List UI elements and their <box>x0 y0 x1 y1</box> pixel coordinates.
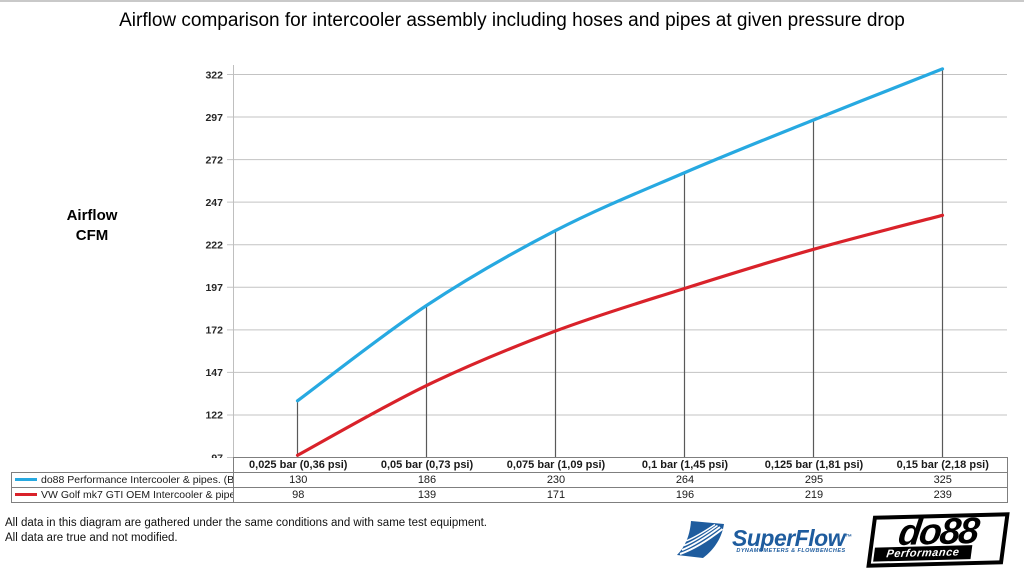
value-cell-s1-4: 219 <box>749 487 879 503</box>
do88-logo: do88 Performance <box>864 510 1010 569</box>
do88-logo-box: do88 Performance <box>866 510 1010 568</box>
x-category-label-1: 0,05 bar (0,73 psi) <box>362 457 492 473</box>
y-tick-label-322: 322 <box>205 69 223 81</box>
do88-tagline: Performance <box>885 546 961 561</box>
series-row-0: do88 Performance Intercooler & pipes. (B… <box>11 472 1008 488</box>
superflow-name: SuperFlow™ <box>732 525 852 551</box>
y-tick-label-172: 172 <box>205 325 223 337</box>
y-axis-label: Airflow CFM <box>38 206 146 246</box>
value-cell-s0-2: 230 <box>491 472 621 488</box>
y-axis-label-line1: Airflow <box>66 207 118 224</box>
y-tick-label-247: 247 <box>205 197 223 209</box>
y-tick-label-297: 297 <box>205 112 223 124</box>
data-table: 0,025 bar (0,36 psi) 0,05 bar (0,73 psi) 0… <box>11 457 1008 503</box>
value-cell-s0-0: 130 <box>233 472 363 488</box>
footer-note: All data in this diagram are gathered un… <box>5 516 487 546</box>
y-tick-label-272: 272 <box>205 154 223 166</box>
value-cell-s1-1: 139 <box>362 487 492 503</box>
x-category-label-0: 0,025 bar (0,36 psi) <box>233 457 363 473</box>
x-category-label-3: 0,1 bar (1,45 psi) <box>620 457 750 473</box>
value-cell-s1-0: 98 <box>233 487 363 503</box>
line-chart-plot-area: 97 122 147 172 197 222 247 272 297 322 <box>205 65 1007 458</box>
value-cell-s0-1: 186 <box>362 472 492 488</box>
y-axis-label-line2: CFM <box>75 227 109 244</box>
legend-series-name: VW Golf mk7 GTI OEM Intercooler & pipes <box>41 489 234 501</box>
do88-performance-bar: Performance <box>873 545 973 562</box>
y-tick-label-122: 122 <box>205 410 223 422</box>
value-cell-s1-2: 171 <box>491 487 621 503</box>
value-cell-s1-3: 196 <box>620 487 750 503</box>
x-category-label-2: 0,075 bar (1,09 psi) <box>491 457 621 473</box>
y-tick-label-97: 97 <box>211 452 223 458</box>
footer-note-line2: All data are true and not modified. <box>5 532 178 544</box>
superflow-wordmark: SuperFlow™ DYNAMOMETERS & FLOWBENCHES <box>732 526 852 554</box>
value-cell-s0-3: 264 <box>620 472 750 488</box>
legend-swatch-icon <box>15 492 37 496</box>
value-cell-s0-4: 295 <box>749 472 879 488</box>
series-line-0 <box>295 67 945 403</box>
superflow-tagline: DYNAMOMETERS & FLOWBENCHES <box>736 548 846 554</box>
legend-cell-0: do88 Performance Intercooler & pipes. (B… <box>11 472 234 488</box>
legend-swatch-icon <box>15 477 37 481</box>
footer-note-line1: All data in this diagram are gathered un… <box>5 517 488 529</box>
legend-cell-1: VW Golf mk7 GTI OEM Intercooler & pipes <box>11 487 234 503</box>
x-category-label-5: 0,15 bar (2,18 psi) <box>878 457 1008 473</box>
superflow-swoosh-icon <box>677 521 724 558</box>
value-cell-s0-5: 325 <box>878 472 1008 488</box>
chart-title: Airflow comparison for intercooler assem… <box>119 10 905 31</box>
superflow-logo: SuperFlow™ DYNAMOMETERS & FLOWBENCHES <box>676 518 852 562</box>
y-tick-label-197: 197 <box>205 282 223 294</box>
superflow-trademark: ™ <box>845 534 852 541</box>
x-category-label-4: 0,125 bar (1,81 psi) <box>749 457 879 473</box>
table-corner-cell <box>12 458 234 473</box>
x-category-row: 0,025 bar (0,36 psi) 0,05 bar (0,73 psi) 0… <box>12 457 1008 473</box>
y-tick-label-147: 147 <box>205 367 223 379</box>
series-row-1: VW Golf mk7 GTI OEM Intercooler & pipes 9… <box>11 487 1008 503</box>
legend-series-name: do88 Performance Intercooler & pipes. (B… <box>41 474 234 486</box>
value-cell-s1-5: 239 <box>878 487 1008 503</box>
y-tick-label-222: 222 <box>205 240 223 252</box>
series-line-1 <box>295 213 945 457</box>
